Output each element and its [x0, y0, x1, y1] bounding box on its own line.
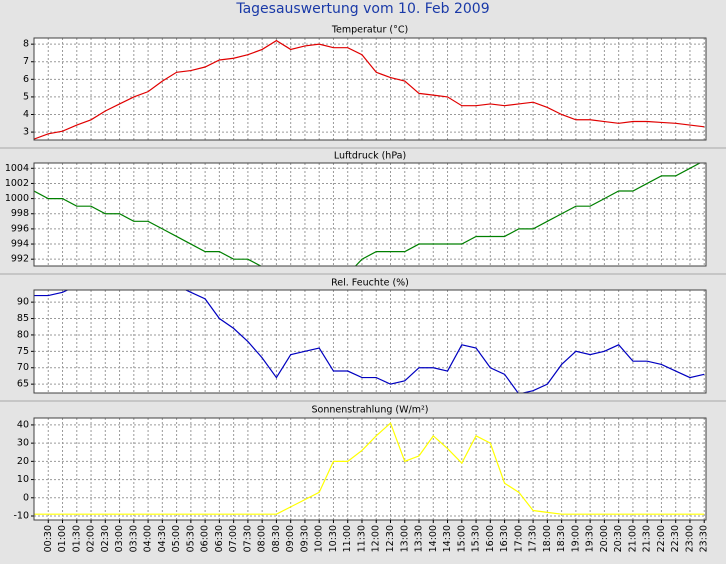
- y-tick-label: 1004: [5, 163, 29, 174]
- x-tick-label: 14:30: [442, 525, 453, 552]
- x-tick-label: 09:30: [299, 525, 310, 552]
- y-tick-label: 992: [11, 254, 29, 265]
- panel-title: Temperatur (°C): [331, 25, 408, 36]
- x-tick-label: 17:30: [528, 525, 539, 552]
- x-tick-label: 17:00: [513, 525, 524, 552]
- x-tick-label: 08:00: [257, 525, 268, 552]
- x-tick-label: 06:00: [200, 525, 211, 552]
- plot-area: [34, 290, 706, 393]
- x-tick-label: 05:30: [185, 525, 196, 552]
- y-tick-label: 20: [17, 456, 29, 467]
- x-tick-label: 14:00: [428, 525, 439, 552]
- x-tick-label: 10:30: [328, 525, 339, 552]
- x-tick-label: 21:00: [627, 525, 638, 552]
- y-tick-label: 10: [17, 474, 29, 485]
- x-tick-label: 04:00: [143, 525, 154, 552]
- x-tick-label: 02:00: [86, 525, 97, 552]
- x-tick-label: 20:00: [599, 525, 610, 552]
- x-tick-label: 16:30: [499, 525, 510, 552]
- plot-area: [34, 418, 706, 520]
- y-tick-label: 6: [23, 74, 29, 85]
- panel-title: Rel. Feuchte (%): [331, 278, 409, 289]
- x-tick-label: 06:30: [214, 525, 225, 552]
- y-tick-label: 3: [23, 127, 29, 138]
- x-tick-label: 23:30: [699, 525, 710, 552]
- panel-title: Luftdruck (hPa): [334, 151, 406, 162]
- x-tick-label: 13:00: [399, 525, 410, 552]
- y-tick-label: 1002: [5, 178, 29, 189]
- x-tick-label: 19:30: [585, 525, 596, 552]
- x-tick-label: 11:30: [356, 525, 367, 552]
- line: [34, 163, 702, 266]
- x-tick-label: 12:00: [371, 525, 382, 552]
- y-tick-label: 90: [17, 297, 29, 308]
- y-tick-label: 996: [11, 223, 29, 234]
- plot-frame: [33, 37, 707, 141]
- plot-frame: [33, 162, 707, 267]
- y-tick-label: 5: [23, 91, 29, 102]
- y-tick-label: 30: [17, 438, 29, 449]
- plot-frame: [33, 289, 707, 394]
- y-tick-label: 1000: [5, 193, 29, 204]
- line: [34, 39, 705, 140]
- x-tick-label: 01:30: [71, 525, 82, 552]
- x-tick-label: 01:00: [57, 525, 68, 552]
- y-tick-label: 8: [23, 39, 29, 50]
- x-tick-label: 22:30: [670, 525, 681, 552]
- x-tick-label: 15:30: [471, 525, 482, 552]
- y-tick-label: 0: [23, 492, 29, 503]
- x-tick-label: 00:30: [43, 525, 54, 552]
- y-tick-label: 75: [17, 346, 29, 357]
- y-tick-label: 85: [17, 313, 29, 324]
- x-tick-label: 19:00: [570, 525, 581, 552]
- x-tick-label: 20:30: [613, 525, 624, 552]
- y-tick-label: 80: [17, 329, 29, 340]
- x-tick-label: 03:30: [128, 525, 139, 552]
- x-tick-label: 11:00: [342, 525, 353, 552]
- x-tick-label: 23:00: [684, 525, 695, 552]
- x-tick-label: 07:00: [228, 525, 239, 552]
- line: [34, 422, 705, 515]
- y-tick-label: 998: [11, 208, 29, 219]
- line: [34, 290, 705, 393]
- chart-title: Tagesauswertung vom 10. Feb 2009: [235, 1, 489, 17]
- x-tick-label: 02:30: [100, 525, 111, 552]
- x-tick-label: 12:30: [385, 525, 396, 552]
- y-tick-label: 40: [17, 419, 29, 430]
- x-tick-label: 16:00: [485, 525, 496, 552]
- x-tick-label: 21:30: [642, 525, 653, 552]
- y-tick-label: 70: [17, 362, 29, 373]
- plot-area: [34, 163, 706, 266]
- x-tick-label: 15:00: [456, 525, 467, 552]
- x-tick-label: 10:00: [314, 525, 325, 552]
- y-tick-label: 4: [23, 109, 29, 120]
- x-tick-label: 08:30: [271, 525, 282, 552]
- x-tick-label: 13:30: [414, 525, 425, 552]
- y-tick-label: -10: [13, 510, 29, 521]
- x-tick-label: 18:30: [556, 525, 567, 552]
- panel-title: Sonnenstrahlung (W/m²): [312, 405, 429, 416]
- y-tick-label: 994: [11, 239, 29, 250]
- plot-area: [34, 38, 706, 140]
- x-tick-label: 05:00: [171, 525, 182, 552]
- x-tick-label: 07:30: [242, 525, 253, 552]
- x-tick-label: 03:00: [114, 525, 125, 552]
- x-tick-label: 04:30: [157, 525, 168, 552]
- x-tick-label: 18:00: [542, 525, 553, 552]
- plot-frame: [33, 417, 707, 521]
- y-tick-label: 65: [17, 379, 29, 390]
- y-tick-label: 7: [23, 56, 29, 67]
- x-tick-label: 22:00: [656, 525, 667, 552]
- x-tick-label: 09:00: [285, 525, 296, 552]
